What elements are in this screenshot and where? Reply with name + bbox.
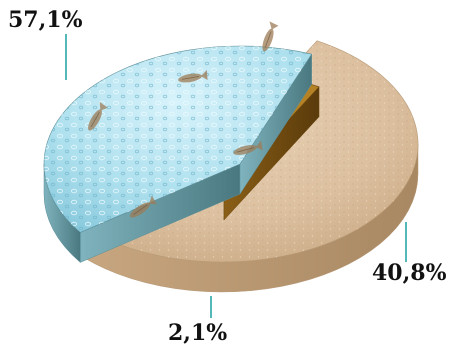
slice-2-1-label: 2,1% (168, 320, 227, 346)
fossil-fish-icon (233, 140, 263, 155)
slice-40-8-texture (44, 46, 312, 233)
fossil-fish-icon (178, 69, 208, 83)
slice-40-8 (43, 45, 313, 263)
fossil-fish-icon (88, 101, 108, 131)
fossil-fish-icon (262, 21, 279, 52)
slice-40-8-label: 40,8% (372, 260, 447, 286)
slice-57-1-label: 57,1% (8, 7, 83, 33)
fossil-fish-icon (129, 195, 157, 218)
